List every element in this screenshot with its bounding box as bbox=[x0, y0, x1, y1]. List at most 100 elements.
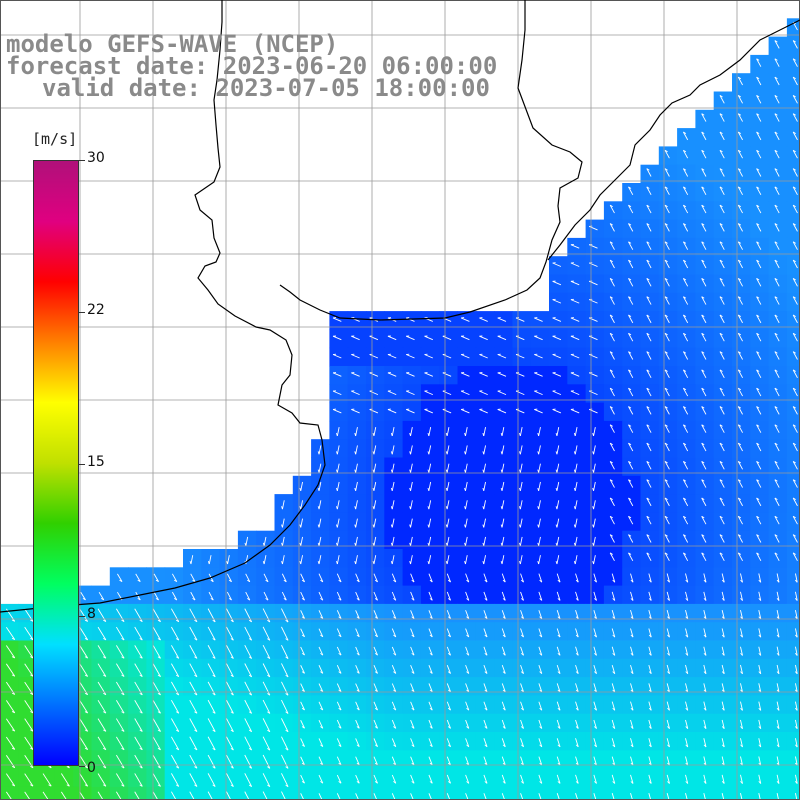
wind-arrow bbox=[552, 262, 562, 267]
wind-arrow-head bbox=[484, 689, 488, 693]
wind-arrow-head bbox=[393, 707, 397, 711]
wind-arrow bbox=[501, 628, 506, 638]
wind-arrow-head bbox=[630, 671, 634, 675]
wind-arrow bbox=[593, 481, 596, 491]
wind-arrow bbox=[318, 610, 324, 619]
wind-arrow-head bbox=[336, 506, 338, 510]
wind-arrow-head bbox=[121, 711, 125, 714]
wind-arrow bbox=[795, 628, 798, 638]
wind-arrow-head bbox=[664, 424, 668, 427]
wind-arrow bbox=[774, 204, 780, 214]
wind-arrow-head bbox=[664, 259, 668, 263]
field-cell bbox=[786, 640, 800, 660]
wind-arrow bbox=[593, 701, 597, 711]
field-cell bbox=[786, 256, 800, 275]
wind-arrow-head bbox=[738, 76, 742, 80]
wind-arrow-head bbox=[555, 469, 558, 473]
wind-arrow bbox=[282, 500, 285, 510]
wind-arrow bbox=[664, 168, 670, 177]
wind-arrow bbox=[703, 628, 707, 638]
wind-arrow-head bbox=[628, 461, 632, 464]
wind-arrow-head bbox=[502, 707, 506, 711]
wind-arrow bbox=[97, 773, 107, 787]
wind-arrow-head bbox=[285, 638, 289, 641]
wind-arrow-head bbox=[740, 652, 743, 656]
wind-arrow-head bbox=[776, 634, 780, 638]
wind-arrow bbox=[501, 719, 506, 729]
wind-arrow bbox=[682, 552, 689, 561]
wind-arrow bbox=[207, 626, 216, 641]
wind-arrow-head bbox=[701, 406, 705, 409]
wind-arrow bbox=[520, 664, 524, 674]
wind-arrow-head bbox=[792, 204, 796, 208]
wind-arrow bbox=[538, 628, 543, 638]
wind-arrow-head bbox=[575, 598, 579, 601]
wind-arrow-head bbox=[66, 766, 70, 769]
field-cell bbox=[585, 786, 605, 800]
wind-arrow-head bbox=[557, 744, 561, 748]
wind-arrow bbox=[538, 536, 541, 546]
wind-arrow-head bbox=[646, 186, 650, 189]
wind-arrow-head bbox=[555, 432, 558, 437]
wind-arrow bbox=[406, 372, 415, 377]
field-cell bbox=[402, 786, 422, 800]
wind-arrow bbox=[685, 610, 689, 619]
wind-arrow bbox=[281, 736, 289, 751]
wind-arrow-head bbox=[336, 487, 338, 491]
wind-arrow-head bbox=[230, 674, 234, 678]
wind-arrow-head bbox=[557, 616, 561, 620]
wind-arrow-head bbox=[84, 674, 88, 677]
wind-arrow-head bbox=[774, 497, 778, 500]
wind-arrow-head bbox=[664, 296, 668, 299]
wind-arrow-head bbox=[356, 781, 360, 784]
wind-arrow-head bbox=[794, 598, 798, 601]
wind-arrow-head bbox=[502, 598, 506, 601]
wind-arrow bbox=[774, 387, 780, 397]
wind-arrow bbox=[281, 573, 287, 583]
wind-arrow bbox=[446, 701, 451, 711]
wind-arrow bbox=[318, 445, 322, 455]
wind-arrow bbox=[740, 628, 743, 638]
wind-arrow-head bbox=[539, 598, 543, 601]
wind-arrow bbox=[570, 335, 580, 341]
wind-arrow bbox=[556, 610, 561, 619]
wind-arrow bbox=[701, 314, 707, 324]
field-cell bbox=[786, 91, 800, 111]
wind-arrow-head bbox=[794, 652, 798, 656]
wind-arrow-head bbox=[212, 693, 216, 696]
wind-arrow bbox=[795, 701, 798, 711]
field-cell bbox=[567, 786, 587, 800]
wind-arrow bbox=[756, 461, 762, 470]
wind-arrow bbox=[792, 369, 798, 378]
wind-arrow bbox=[190, 591, 196, 601]
wind-arrow-head bbox=[11, 656, 15, 659]
wind-arrow bbox=[424, 354, 433, 359]
wind-arrow bbox=[410, 481, 413, 491]
wind-arrow bbox=[792, 387, 798, 397]
wind-arrow-head bbox=[103, 692, 107, 696]
wind-arrow bbox=[332, 354, 342, 359]
wind-arrow bbox=[244, 663, 253, 678]
wind-arrow bbox=[685, 774, 689, 784]
wind-arrow-head bbox=[464, 432, 466, 437]
wind-arrow-head bbox=[719, 461, 723, 464]
wind-arrow-head bbox=[664, 369, 668, 372]
wind-arrow-head bbox=[336, 469, 338, 473]
wind-arrow bbox=[646, 259, 652, 269]
wind-arrow bbox=[792, 461, 798, 470]
wind-arrow bbox=[281, 663, 289, 678]
wind-arrow-head bbox=[338, 652, 342, 656]
coastline bbox=[0, 0, 800, 613]
wind-arrow bbox=[410, 774, 415, 784]
wind-arrow-head bbox=[628, 442, 632, 446]
wind-arrow-head bbox=[265, 598, 269, 601]
wind-arrow bbox=[5, 791, 13, 800]
wind-arrow-head bbox=[390, 432, 393, 437]
wind-arrow bbox=[318, 665, 324, 674]
wind-arrow bbox=[685, 573, 689, 583]
wind-arrow-head bbox=[30, 765, 34, 769]
wind-arrow-head bbox=[502, 671, 506, 674]
wind-arrow bbox=[442, 372, 452, 377]
wind-arrow-head bbox=[592, 487, 594, 491]
wind-arrow bbox=[79, 663, 89, 677]
